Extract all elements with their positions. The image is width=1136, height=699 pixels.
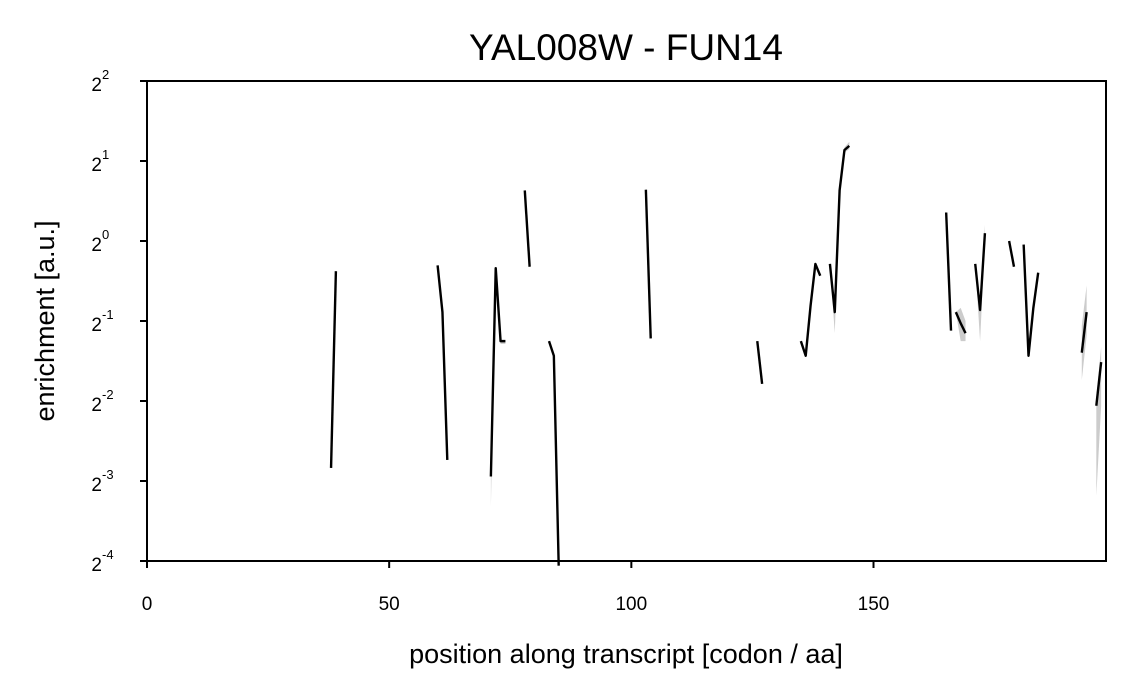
chart-title: YAL008W - FUN14 bbox=[469, 27, 783, 68]
x-tick-label-1: 50 bbox=[379, 594, 400, 615]
x-axis-label: position along transcript [codon / aa] bbox=[409, 639, 843, 669]
x-tick-label-0: 0 bbox=[142, 594, 153, 615]
series-segment-8 bbox=[828, 144, 851, 314]
y-tick-exponent-2: 0 bbox=[102, 227, 109, 242]
y-tick-exponent-0: 2 bbox=[102, 67, 109, 82]
series-segment-7 bbox=[799, 262, 822, 357]
y-tick-label-5: 2 bbox=[91, 475, 102, 496]
y-tick-label-4: 2 bbox=[91, 395, 102, 416]
y-tick-label-3: 2 bbox=[91, 315, 102, 336]
series-segment-13 bbox=[1022, 244, 1040, 357]
series-segment-0 bbox=[329, 271, 338, 468]
series-segment-12 bbox=[1007, 240, 1016, 267]
series-segment-6 bbox=[756, 340, 764, 385]
y-tick-exponent-4: -2 bbox=[102, 387, 114, 402]
y-tick-exponent-3: -1 bbox=[102, 307, 114, 322]
series-segment-11 bbox=[974, 233, 987, 312]
x-tick-label-3: 150 bbox=[858, 594, 890, 615]
x-axis-ticks: 0 50 100 150 bbox=[142, 561, 890, 615]
confidence-bands bbox=[490, 141, 1102, 507]
series-segment-3 bbox=[523, 190, 531, 267]
y-tick-exponent-1: 1 bbox=[102, 147, 109, 162]
y-tick-exponent-6: -4 bbox=[102, 547, 114, 562]
series-segment-1 bbox=[436, 265, 449, 460]
y-tick-label-6: 2 bbox=[91, 555, 102, 576]
y-tick-exponent-5: -3 bbox=[102, 467, 114, 482]
series-lines bbox=[329, 144, 1103, 566]
series-segment-4 bbox=[547, 340, 560, 566]
y-tick-label-1: 2 bbox=[91, 155, 102, 176]
series-segment-10 bbox=[954, 311, 967, 334]
series-band-15 bbox=[1096, 346, 1102, 496]
series-segment-14 bbox=[1080, 311, 1088, 353]
series-segment-9 bbox=[944, 212, 953, 331]
y-tick-label-0: 2 bbox=[91, 75, 102, 96]
series-segment-5 bbox=[644, 189, 652, 339]
series-segment-2 bbox=[489, 267, 506, 477]
y-axis-label: enrichment [a.u.] bbox=[30, 220, 60, 421]
series-segment-15 bbox=[1095, 362, 1103, 406]
y-tick-label-2: 2 bbox=[91, 235, 102, 256]
x-tick-label-2: 100 bbox=[615, 594, 647, 615]
